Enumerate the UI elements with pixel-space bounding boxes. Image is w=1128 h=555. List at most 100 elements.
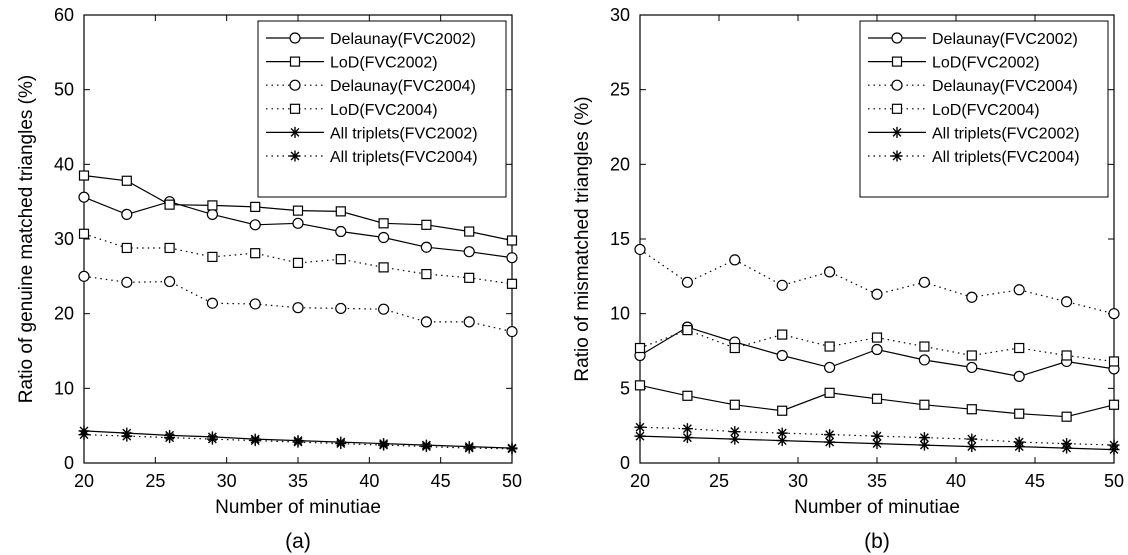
data-point (776, 279, 788, 291)
legend-marker (289, 56, 301, 67)
data-point (506, 278, 518, 289)
legend-label: Delaunay(FVC2004) (330, 78, 476, 95)
legend-label: LoD(FVC2004) (932, 102, 1040, 119)
data-point (966, 350, 977, 361)
data-point (634, 430, 646, 442)
data-point (634, 421, 646, 433)
data-point (823, 266, 836, 278)
y-axis-label: Ratio of genuine matched triangles (%) (16, 75, 37, 403)
legend-marker (891, 56, 903, 67)
data-point (1108, 399, 1120, 410)
x-tick-label: 40 (946, 471, 966, 491)
x-tick-label: 30 (217, 471, 237, 491)
data-point (420, 441, 432, 453)
data-point (378, 262, 389, 273)
data-point (682, 390, 693, 401)
data-point (506, 325, 518, 338)
data-point (164, 432, 176, 444)
y-tick-label: 40 (54, 154, 74, 174)
data-point (464, 226, 475, 237)
data-point (966, 433, 978, 445)
data-point (420, 241, 432, 253)
data-point (207, 200, 218, 211)
legend-marker (289, 32, 301, 44)
data-point (292, 436, 304, 448)
y-tick-label: 50 (54, 80, 74, 100)
data-point (966, 291, 978, 303)
data-point (378, 439, 390, 451)
data-point (335, 254, 346, 265)
y-tick-label: 15 (610, 229, 630, 249)
data-point (729, 426, 741, 438)
legend-label: All triplets(FVC2002) (330, 125, 478, 142)
legend-marker (891, 79, 903, 91)
data-point (463, 442, 475, 454)
data-point (729, 342, 740, 354)
data-point (164, 275, 176, 288)
legend-label: All triplets(FVC2004) (330, 149, 478, 166)
data-point (463, 316, 475, 328)
y-tick-label: 5 (620, 378, 630, 398)
data-point (164, 242, 175, 254)
legend-marker (289, 126, 301, 138)
data-point (292, 302, 304, 314)
data-point (164, 199, 175, 210)
data-point (1108, 356, 1120, 367)
data-point (776, 427, 788, 439)
y-tick-label: 20 (610, 154, 630, 174)
data-point (206, 208, 218, 220)
data-point (824, 429, 836, 441)
data-point (1108, 439, 1120, 451)
data-point (966, 441, 978, 453)
data-point (871, 430, 883, 442)
legend-marker (891, 103, 903, 114)
x-tick-label: 35 (288, 471, 308, 491)
series-5 (634, 421, 1120, 451)
series-5 (78, 429, 518, 455)
data-point (1014, 408, 1025, 419)
series-line (83, 275, 513, 333)
data-point (918, 439, 930, 451)
data-point (1014, 342, 1025, 354)
x-tick-label: 35 (867, 471, 887, 491)
series-0 (78, 191, 518, 264)
data-point (292, 257, 304, 268)
y-tick-label: 0 (620, 453, 630, 473)
data-point (681, 276, 694, 288)
x-axis-label: Number of minutiae (794, 497, 960, 518)
data-point (966, 404, 977, 415)
data-point (871, 288, 883, 300)
data-point (206, 297, 218, 309)
data-point (776, 349, 788, 362)
data-point (681, 423, 693, 435)
data-point (378, 218, 389, 229)
y-axis-label: Ratio of mismatched triangles (%) (572, 96, 593, 381)
x-tick-label: 50 (502, 471, 522, 491)
panel-label: (a) (285, 530, 311, 553)
y-tick-label: 30 (54, 229, 74, 249)
data-point (206, 433, 218, 445)
data-point (249, 219, 261, 231)
data-point (250, 201, 261, 212)
data-point (78, 191, 90, 203)
data-point (1061, 411, 1072, 422)
data-point (729, 433, 741, 445)
x-tick-label: 45 (431, 471, 451, 491)
data-point (78, 429, 90, 441)
data-point (918, 276, 931, 288)
data-point (249, 435, 261, 447)
x-tick-label: 40 (359, 471, 379, 491)
chart-panel-a: 20 25 30 35 40 45 50 0 10 20 30 40 50 60 Number of min… (16, 5, 522, 553)
data-point (634, 380, 646, 391)
x-tick-label: 20 (630, 471, 650, 491)
data-point (824, 387, 835, 398)
data-point (777, 329, 788, 340)
data-point (729, 254, 741, 266)
data-point (378, 231, 390, 244)
x-tick-label: 50 (1104, 471, 1124, 491)
data-point (1013, 284, 1025, 296)
series-0 (634, 321, 1120, 382)
data-point (681, 432, 693, 444)
data-point (634, 243, 646, 256)
